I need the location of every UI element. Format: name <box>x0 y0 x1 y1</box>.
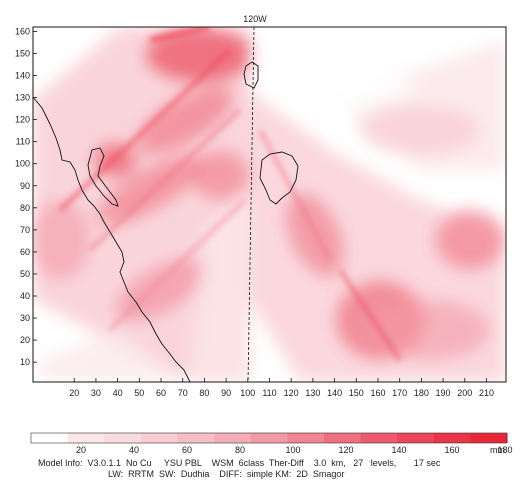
colorbar-swatch <box>360 433 398 443</box>
x-tick-label: 110 <box>262 388 276 398</box>
y-tick-label: 50 <box>20 269 30 279</box>
x-tick-label: 80 <box>199 388 209 398</box>
y-tick-label: 60 <box>20 247 30 257</box>
colorbar-swatch <box>31 433 69 443</box>
colorbar-swatch <box>433 433 471 443</box>
meridian-label: 120W <box>243 14 267 24</box>
colorbar-label: 160 <box>444 445 459 455</box>
y-tick-label: 140 <box>15 71 30 81</box>
colorbar-label: 140 <box>391 445 406 455</box>
x-tick-label: 180 <box>414 388 429 398</box>
colorbar-label: 80 <box>235 445 245 455</box>
y-tick-label: 90 <box>20 181 30 191</box>
colorbar-swatch <box>214 433 252 443</box>
x-tick-label: 210 <box>479 388 494 398</box>
x-tick-label: 130 <box>305 388 320 398</box>
y-tick-label: 20 <box>20 335 30 345</box>
colorbar-swatch <box>177 433 215 443</box>
colorbar-label: 180 <box>497 445 512 455</box>
y-tick-label: 160 <box>15 26 30 36</box>
model-info-line2: LW: RRTM SW: Dudhia DIFF: simple KM: 2D … <box>108 469 345 479</box>
coastline <box>32 96 191 383</box>
model-info-line1: Model Info: V3.0.1.1 No Cu YSU PBL WSM 6… <box>38 458 441 468</box>
x-tick-label: 170 <box>392 388 407 398</box>
x-tick-label: 30 <box>91 388 101 398</box>
colorbar-label: 120 <box>338 445 353 455</box>
colorbar-swatch <box>397 433 435 443</box>
x-tick-label: 60 <box>156 388 166 398</box>
x-tick-label: 120 <box>284 388 299 398</box>
colorbar-swatch <box>470 433 508 443</box>
plot-area <box>32 26 507 383</box>
x-tick-label: 160 <box>370 388 385 398</box>
colorbar-border <box>30 432 508 444</box>
meridian-line <box>247 26 255 383</box>
y-tick-label: 70 <box>20 225 30 235</box>
colorbar-label: 100 <box>285 445 300 455</box>
y-tick-label: 30 <box>20 313 30 323</box>
colorbar-swatch <box>323 433 362 443</box>
x-tick-label: 40 <box>113 388 123 398</box>
y-tick-label: 10 <box>20 357 30 367</box>
lake-outline <box>259 151 299 205</box>
x-axis: 20 30 40 50 60 70 80 90 100 110 120 130 140 150 160 170… <box>69 378 494 398</box>
y-tick-label: 110 <box>16 137 30 147</box>
colorbar-unit: mm <box>490 445 505 455</box>
y-tick-label: 120 <box>15 115 30 125</box>
x-tick-label: 140 <box>327 388 342 398</box>
x-tick-label: 20 <box>69 388 79 398</box>
x-tick-label: 70 <box>178 388 188 398</box>
colorbar-label: 40 <box>129 445 139 455</box>
bay-outline <box>87 147 119 207</box>
colorbar-swatch <box>287 433 325 443</box>
x-tick-label: 50 <box>134 388 144 398</box>
y-tick-label: 150 <box>15 48 30 58</box>
colorbar-swatch <box>250 433 288 443</box>
colorbar-swatch <box>104 433 142 443</box>
colorbar-label: 60 <box>182 445 192 455</box>
y-tick-label: 130 <box>15 93 30 103</box>
x-tick-label: 90 <box>221 388 231 398</box>
x-tick-label: 190 <box>436 388 451 398</box>
y-tick-label: 80 <box>20 203 30 213</box>
y-tick-label: 40 <box>20 291 30 301</box>
colorbar-swatch <box>140 433 178 443</box>
x-tick-label: 100 <box>240 388 255 398</box>
colorbar-label: 20 <box>76 445 86 455</box>
y-axis: 10 20 30 40 50 60 70 80 90 100 110 120 130 140 150 160 <box>15 26 37 367</box>
y-tick-label: 100 <box>15 159 30 169</box>
colorbar-swatch <box>67 433 105 443</box>
precip-field <box>33 27 506 382</box>
x-tick-label: 150 <box>349 388 364 398</box>
x-tick-label: 200 <box>457 388 472 398</box>
